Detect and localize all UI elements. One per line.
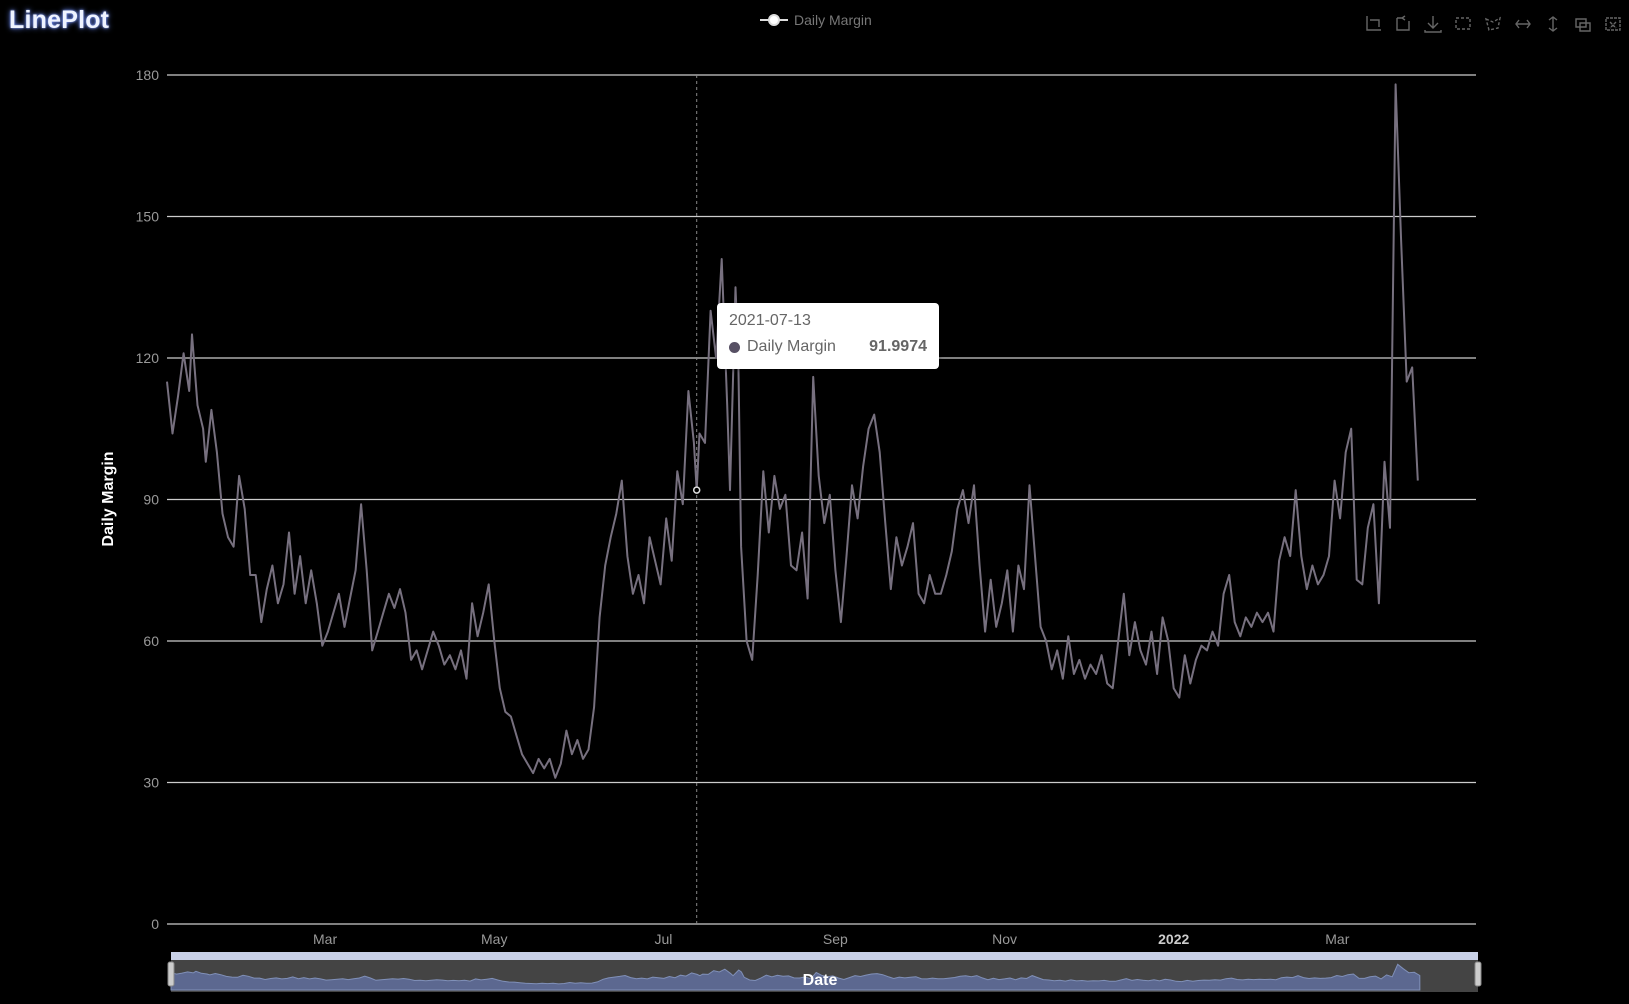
tooltip-series-dot-icon <box>729 342 740 353</box>
x-tick-label: Mar <box>313 931 337 947</box>
y-tick-label: 60 <box>143 633 159 649</box>
y-tick-label: 150 <box>136 209 160 225</box>
datazoom-bar[interactable] <box>171 952 1478 960</box>
y-axis-label: Daily Margin <box>100 451 117 546</box>
series-line-daily-margin[interactable] <box>167 84 1418 777</box>
datazoom-slider[interactable]: Date <box>168 952 1481 992</box>
x-tick-label: Sep <box>823 931 848 947</box>
x-tick-label: Nov <box>992 931 1017 947</box>
y-tick-label: 30 <box>143 775 159 791</box>
datazoom-handle-left[interactable] <box>168 962 174 986</box>
y-tick-label: 0 <box>151 916 159 932</box>
x-tick-label: May <box>481 931 507 947</box>
tooltip-row: Daily Margin 91.9974 <box>729 338 927 356</box>
tooltip-value: 91.9974 <box>869 338 927 356</box>
tooltip-date: 2021-07-13 <box>729 312 927 330</box>
x-axis-label: Date <box>803 972 838 989</box>
x-tick-label: Jul <box>654 931 672 947</box>
x-tick-label: Mar <box>1325 931 1349 947</box>
hover-point <box>694 487 700 493</box>
y-tick-label: 120 <box>136 350 160 366</box>
y-tick-label: 90 <box>143 492 159 508</box>
tooltip-series-name: Daily Margin <box>747 338 869 356</box>
x-tick-label: 2022 <box>1158 931 1189 947</box>
datazoom-handle-right[interactable] <box>1475 962 1481 986</box>
y-tick-label: 180 <box>136 67 160 83</box>
tooltip: 2021-07-13 Daily Margin 91.9974 <box>717 303 939 369</box>
